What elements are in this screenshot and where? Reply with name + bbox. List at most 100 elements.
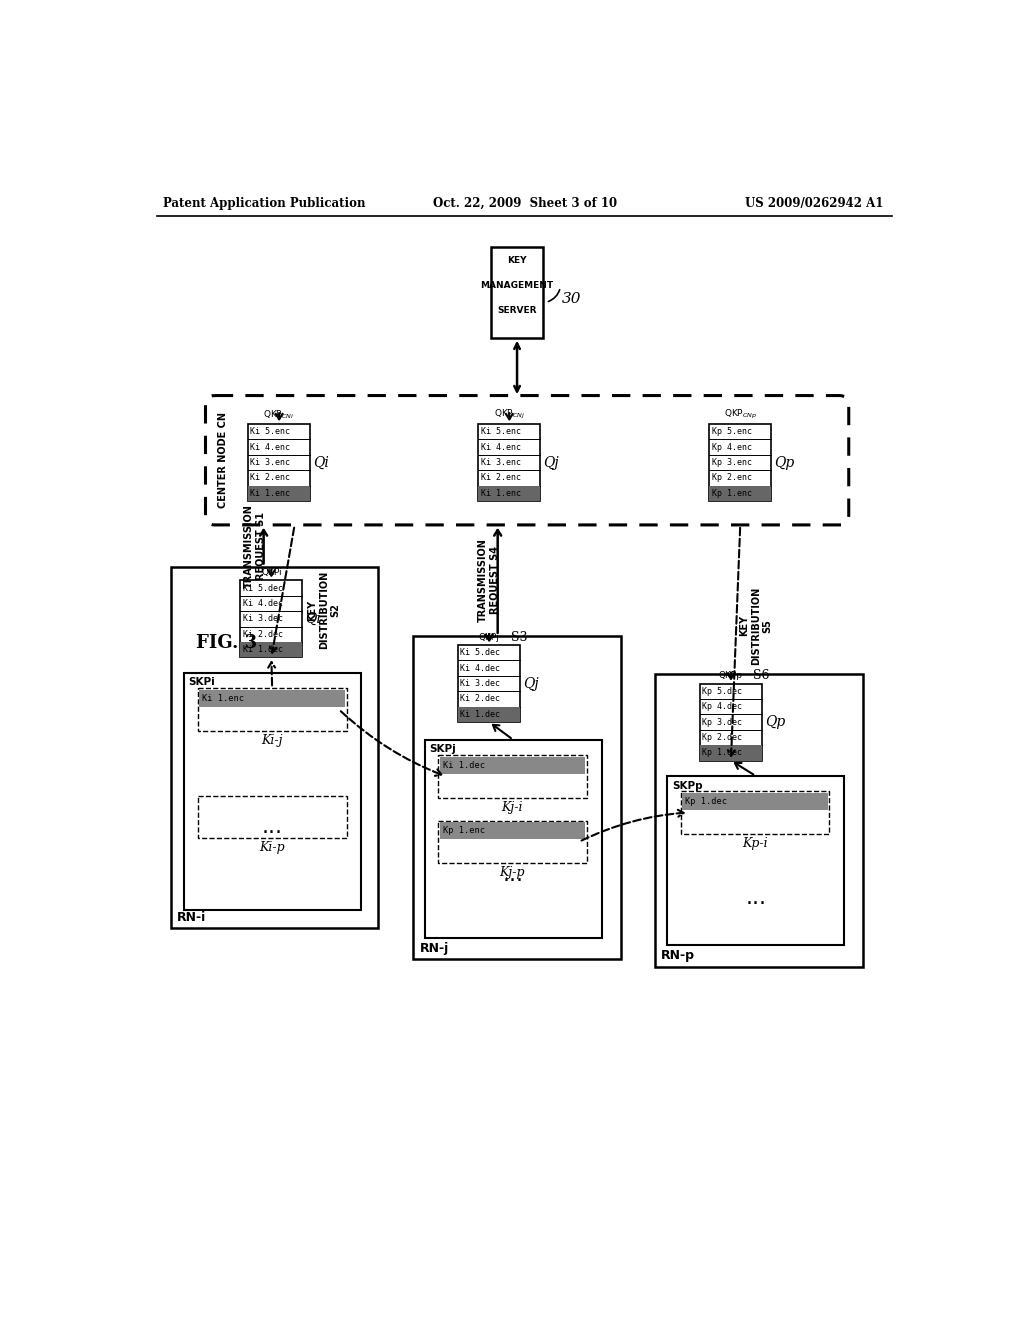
Bar [198,688,346,730]
Text: QKP$_{CNi}$: QKP$_{CNi}$ [263,408,295,421]
Bar [700,744,762,760]
Text: Kp 1.dec: Kp 1.dec [702,748,742,758]
Text: Qi: Qi [305,612,322,626]
Text: Kj-p: Kj-p [500,866,525,879]
Text: RN-p: RN-p [662,949,695,962]
Text: Kp 4.dec: Kp 4.dec [702,702,742,711]
Text: SKPi: SKPi [188,677,215,688]
Text: TRANSMISSION
REQUEST S1: TRANSMISSION REQUEST S1 [244,504,265,587]
Text: MANAGEMENT: MANAGEMENT [480,281,554,290]
Text: S6: S6 [753,669,769,682]
Text: CENTER NODE CN: CENTER NODE CN [217,412,227,508]
Text: Kj-i: Kj-i [502,800,523,813]
Text: SERVER: SERVER [498,306,537,314]
Text: SKPp: SKPp [672,780,702,791]
Text: Kp 1.dec: Kp 1.dec [685,797,727,805]
Text: Ki 4.dec: Ki 4.dec [243,599,283,609]
Text: Ki 1.dec: Ki 1.dec [243,645,283,655]
Text: Qj: Qj [544,455,559,470]
Text: Kp 3.dec: Kp 3.dec [702,718,742,726]
Bar [241,642,302,657]
Text: RN-i: RN-i [177,911,206,924]
Text: SKPj: SKPj [429,744,457,754]
Text: Qi: Qi [313,455,329,470]
Text: Ki 5.dec: Ki 5.dec [243,583,283,593]
Text: Kp 2.dec: Kp 2.dec [702,733,742,742]
Text: Ki 5.enc: Ki 5.enc [480,428,520,436]
Text: Ki 5.enc: Ki 5.enc [251,428,291,436]
Text: Qp: Qp [774,455,795,470]
Text: ...: ... [745,888,766,908]
Bar [438,821,587,863]
Text: Kp 3.enc: Kp 3.enc [712,458,752,467]
Text: Kp 2.enc: Kp 2.enc [712,474,752,482]
Text: KEY
DISTRIBUTION
S2: KEY DISTRIBUTION S2 [307,572,341,649]
Text: Ki 1.dec: Ki 1.dec [442,760,484,770]
Bar [710,424,771,502]
Text: Oct. 22, 2009  Sheet 3 of 10: Oct. 22, 2009 Sheet 3 of 10 [433,197,616,210]
Text: ...: ... [503,865,523,884]
Bar [710,486,771,502]
Text: KEY
DISTRIBUTION
S5: KEY DISTRIBUTION S5 [739,586,772,665]
Bar [700,684,762,760]
Text: FIG. 3: FIG. 3 [197,635,257,652]
Text: Ki 4.dec: Ki 4.dec [461,664,501,673]
Bar [681,792,829,834]
Text: QKPi: QKPi [261,569,282,577]
Text: Ki 1.enc: Ki 1.enc [203,694,245,702]
Bar [438,755,587,797]
Text: Ki 3.enc: Ki 3.enc [251,458,291,467]
Bar [171,566,378,928]
Bar [425,739,601,939]
Text: Ki 2.dec: Ki 2.dec [243,630,283,639]
Text: QKP$_{CNj}$: QKP$_{CNj}$ [494,408,525,421]
Bar [668,776,844,945]
Text: Patent Application Publication: Patent Application Publication [163,197,366,210]
Text: Ki 1.enc: Ki 1.enc [251,488,291,498]
Text: RN-j: RN-j [420,941,449,954]
Bar [478,486,541,502]
Text: Ki 3.dec: Ki 3.dec [461,678,501,688]
Text: Ki 2.dec: Ki 2.dec [461,694,501,704]
Bar [248,486,310,502]
Text: Ki 4.enc: Ki 4.enc [480,442,520,451]
Bar [241,581,302,657]
Text: US 2009/0262942 A1: US 2009/0262942 A1 [745,197,884,210]
Text: Ki 3.dec: Ki 3.dec [243,614,283,623]
Bar [414,636,621,960]
Bar [439,822,586,840]
Bar [198,796,346,838]
Bar [439,756,586,774]
Text: Ki 2.enc: Ki 2.enc [480,474,520,482]
Text: Kp 1.enc: Kp 1.enc [712,488,752,498]
Bar [682,793,827,809]
Text: QKPj: QKPj [478,634,500,642]
Bar [248,424,310,502]
Bar [490,247,544,338]
Text: Ki 2.enc: Ki 2.enc [251,474,291,482]
Text: Ki 5.dec: Ki 5.dec [461,648,501,657]
Text: S3: S3 [511,631,527,644]
Bar [200,689,345,706]
Text: Ki 1.dec: Ki 1.dec [461,710,501,719]
Bar [655,675,862,966]
Bar [478,424,541,502]
Text: TRANSMISSION
REQUEST S4: TRANSMISSION REQUEST S4 [477,539,499,622]
Text: Ki-j: Ki-j [261,734,283,747]
Text: Qp: Qp [765,715,785,729]
Text: ...: ... [262,817,283,837]
Text: Ki 3.enc: Ki 3.enc [480,458,520,467]
Text: Kp 5.dec: Kp 5.dec [702,686,742,696]
Bar [458,706,520,722]
Text: Ki 4.enc: Ki 4.enc [251,442,291,451]
Text: Kp 5.enc: Kp 5.enc [712,428,752,436]
Text: KEY: KEY [507,256,526,265]
Text: QKPp: QKPp [719,672,743,681]
Text: 30: 30 [562,292,582,306]
Text: Qj: Qj [523,677,539,690]
Text: QKP$_{CNp}$: QKP$_{CNp}$ [724,408,757,421]
Bar [458,645,520,722]
Text: Ki 1.enc: Ki 1.enc [480,488,520,498]
Text: Kp-i: Kp-i [742,837,768,850]
Text: Ki-p: Ki-p [259,841,285,854]
